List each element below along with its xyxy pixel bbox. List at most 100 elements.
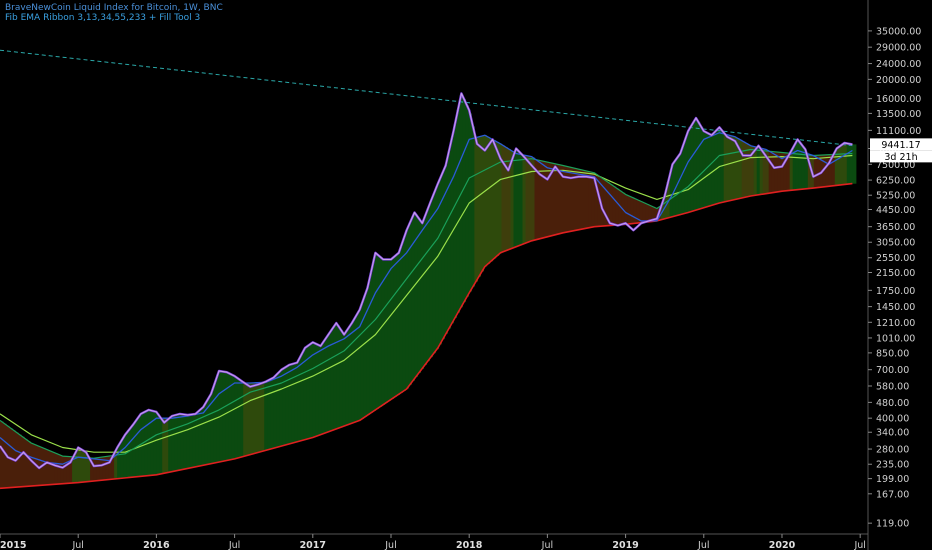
ribbon-band — [822, 154, 827, 187]
ribbon-band — [738, 139, 743, 199]
y-tick-label: 2150.00 — [876, 268, 915, 279]
ribbon-band — [732, 136, 737, 200]
ribbon-band — [384, 259, 388, 403]
ribbon-band — [417, 218, 421, 373]
ribbon-band — [471, 126, 475, 287]
ribbon-band — [735, 138, 740, 199]
ribbon-band — [72, 456, 76, 483]
ribbon-band — [315, 344, 319, 436]
ribbon-band — [465, 105, 469, 297]
ribbon-band — [123, 435, 127, 478]
ribbon-band — [576, 169, 581, 230]
ribbon-band — [264, 381, 268, 451]
ribbon-band — [792, 145, 797, 190]
countdown-box — [870, 150, 932, 163]
ribbon-band — [708, 134, 713, 206]
ribbon-band — [510, 150, 515, 249]
ribbon-band — [846, 143, 851, 185]
ribbon-band — [831, 154, 836, 186]
x-tick-label: 2017 — [300, 540, 326, 550]
x-tick-label: 2016 — [143, 540, 170, 550]
ribbon-band — [189, 414, 193, 468]
ribbon-band — [789, 150, 794, 191]
ribbon-band — [726, 135, 731, 201]
ribbon-band — [684, 136, 689, 213]
x-tick-label: Jul — [71, 540, 83, 550]
ribbon-band — [48, 450, 52, 485]
ribbon-band — [276, 373, 280, 447]
ribbon-band — [285, 366, 289, 445]
ribbon-band — [447, 151, 451, 329]
ribbon-band — [393, 256, 397, 397]
ribbon-band — [435, 186, 439, 350]
ribbon-band — [540, 160, 545, 239]
chart-title: BraveNewCoin Liquid Index for Bitcoin, 1… — [5, 3, 223, 13]
y-tick-label: 11100.00 — [876, 126, 921, 137]
ribbon-band — [513, 151, 518, 248]
ribbon-band — [87, 456, 91, 482]
ribbon-band — [441, 172, 445, 340]
ribbon-band — [168, 418, 172, 473]
y-tick-label: 580.00 — [876, 381, 909, 392]
ribbon-band — [609, 184, 614, 226]
x-tick-label: Jul — [384, 540, 396, 550]
ribbon-band — [828, 154, 833, 187]
ema233-line — [0, 182, 853, 490]
ribbon-band — [675, 157, 680, 216]
ribbon-band — [213, 383, 217, 463]
ribbon-band — [390, 258, 394, 399]
y-tick-label: 3650.00 — [876, 222, 915, 233]
ribbon-band — [504, 147, 509, 251]
ribbon-band — [762, 149, 767, 194]
ribbon-band — [378, 256, 382, 407]
ribbon-band — [363, 295, 367, 417]
ribbon-band — [0, 421, 4, 489]
ribbon-band — [96, 457, 100, 481]
ribbon-band — [756, 146, 761, 195]
y-tick-label: 199.00 — [876, 474, 909, 485]
ribbon-band — [411, 216, 415, 381]
ribbon-band — [543, 161, 548, 238]
ribbon-band — [555, 164, 560, 235]
ribbon-band — [561, 165, 566, 233]
ribbon-band — [453, 124, 457, 318]
ribbon-band — [345, 330, 349, 426]
ribbon-band — [18, 434, 22, 487]
ribbon-band — [696, 121, 701, 210]
ribbon-band — [117, 445, 121, 479]
ribbon-band — [114, 450, 118, 479]
ribbon-band — [612, 186, 617, 226]
ribbon-band — [306, 345, 310, 439]
ribbon-band — [243, 383, 247, 457]
ribbon-band — [234, 376, 238, 459]
ribbon-band — [582, 170, 587, 229]
ribbon-band — [279, 370, 283, 447]
countdown-tag: 3d 21h — [884, 152, 917, 163]
ribbon-band — [258, 382, 262, 452]
x-tick-label: Jul — [697, 540, 709, 550]
ribbon-band — [159, 417, 163, 474]
ribbon-band — [414, 214, 418, 377]
ribbon-band — [366, 286, 370, 415]
ribbon-band — [744, 143, 749, 197]
ribbon-band — [771, 151, 776, 193]
ribbon-band — [567, 166, 572, 232]
ribbon-band — [687, 129, 692, 213]
ribbon-band — [84, 451, 88, 482]
ribbon-band — [486, 136, 491, 264]
ribbon-band — [720, 130, 725, 203]
ribbon-band — [252, 382, 256, 454]
ribbon-band — [786, 153, 791, 191]
ribbon-band — [648, 205, 653, 222]
ribbon-band — [579, 169, 584, 230]
ribbon-band — [753, 146, 758, 196]
ema13-line — [0, 132, 853, 465]
ribbon-band — [162, 418, 166, 474]
ribbon-band — [456, 110, 460, 313]
ribbon-band — [387, 259, 391, 401]
ribbon-band — [66, 456, 70, 484]
y-tick-label: 1210.00 — [876, 318, 915, 329]
ribbon-band — [78, 448, 82, 483]
ribbon-band — [408, 222, 412, 385]
